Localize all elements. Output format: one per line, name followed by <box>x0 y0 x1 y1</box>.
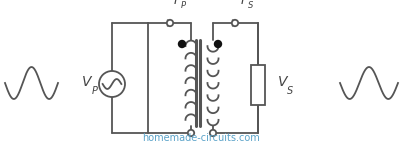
Circle shape <box>99 71 125 97</box>
Bar <box>250 65 264 105</box>
Circle shape <box>231 20 238 26</box>
Text: P: P <box>180 0 186 10</box>
Text: S: S <box>286 86 292 96</box>
Text: I: I <box>241 0 244 7</box>
Circle shape <box>178 41 185 48</box>
Circle shape <box>209 130 216 136</box>
Text: P: P <box>92 86 97 96</box>
Text: I: I <box>174 0 177 7</box>
Text: V: V <box>81 75 91 89</box>
Text: V: V <box>277 75 287 89</box>
Circle shape <box>214 41 221 48</box>
Circle shape <box>166 20 173 26</box>
Text: homemade-circuits.com: homemade-circuits.com <box>142 133 259 143</box>
Circle shape <box>187 130 194 136</box>
Text: S: S <box>247 0 253 10</box>
